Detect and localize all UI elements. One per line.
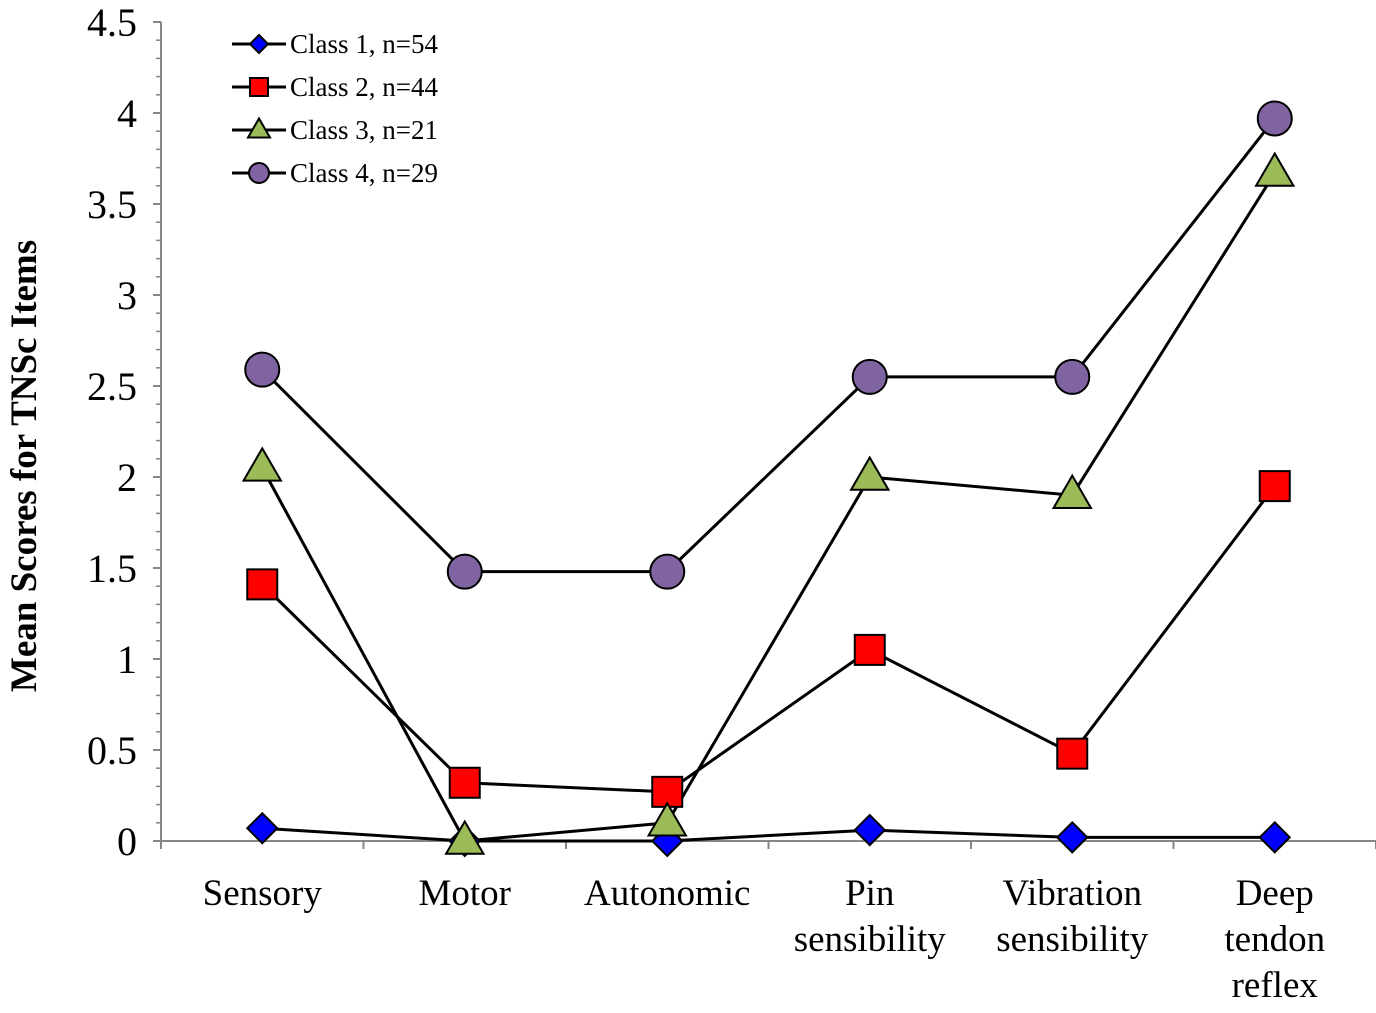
y-tick-label: 4	[117, 91, 137, 136]
series-line-1	[262, 826, 1275, 843]
data-point-series-1	[853, 813, 887, 847]
data-point-series-2	[246, 568, 279, 601]
y-tick-label: 0	[117, 819, 137, 864]
data-point-series-4	[1054, 358, 1091, 395]
axes	[153, 21, 1376, 849]
data-point-series-3	[444, 819, 486, 855]
legend-label: Class 3, n=21	[290, 115, 438, 145]
y-tick-label: 1.5	[87, 546, 137, 591]
legend-label: Class 2, n=44	[290, 72, 438, 102]
legend-marker	[246, 116, 272, 139]
data-point-series-2	[1258, 470, 1291, 503]
data-point-series-1	[1258, 820, 1292, 854]
legend-label: Class 1, n=54	[290, 29, 438, 59]
data-point-series-2	[853, 633, 886, 666]
x-tick-label: Vibration sensibility	[996, 873, 1149, 960]
data-point-series-4	[446, 553, 483, 590]
legend-marker	[249, 77, 269, 97]
legend-marker	[248, 162, 270, 184]
data-point-series-3	[1051, 473, 1093, 509]
x-tick-label: Motor	[419, 873, 512, 914]
y-tick-labels: 0 0.5 1 1.5 2 2.5 3 3.5 4 4.5	[87, 0, 137, 864]
y-tick-label: 2.5	[87, 364, 137, 409]
data-point-series-3	[849, 455, 891, 491]
legend-label: Class 4, n=29	[290, 158, 438, 188]
x-tick-label: Autonomic	[584, 873, 750, 914]
data-point-series-3	[646, 801, 688, 837]
series-markers	[241, 100, 1296, 858]
series-line-3	[260, 172, 1277, 843]
data-point-series-4	[649, 553, 686, 590]
x-tick-label: Pin sensibility	[794, 873, 947, 960]
y-tick-label: 3.5	[87, 182, 137, 227]
x-tick-labels: Sensory Motor Autonomic Pin sensibility Vibra…	[203, 873, 1325, 1006]
series-line-2	[261, 485, 1276, 794]
data-point-series-1	[1055, 820, 1089, 854]
data-point-series-3	[241, 446, 283, 482]
series-lines	[260, 117, 1277, 843]
data-point-series-4	[244, 351, 281, 388]
y-tick-label: 0.5	[87, 728, 137, 773]
data-point-series-4	[851, 358, 888, 395]
x-tick-label: Deep tendon reflex	[1224, 873, 1325, 1006]
x-tick-label: Sensory	[203, 873, 323, 914]
series-line-4	[261, 117, 1276, 574]
y-tick-label: 2	[117, 455, 137, 500]
y-axis-label: Mean Scores for TNSc Items	[4, 240, 45, 692]
y-tick-label: 1	[117, 637, 137, 682]
legend: Class 1, n=54 Class 2, n=44 Class 3, n=21 C…	[232, 29, 438, 188]
legend-marker	[248, 33, 270, 55]
data-point-series-2	[1056, 737, 1089, 770]
data-point-series-3	[1254, 151, 1296, 187]
data-point-series-2	[448, 766, 481, 799]
data-point-series-1	[245, 811, 279, 845]
y-tick-label: 4.5	[87, 0, 137, 45]
y-tick-label: 3	[117, 273, 137, 318]
data-point-series-4	[1256, 100, 1293, 137]
